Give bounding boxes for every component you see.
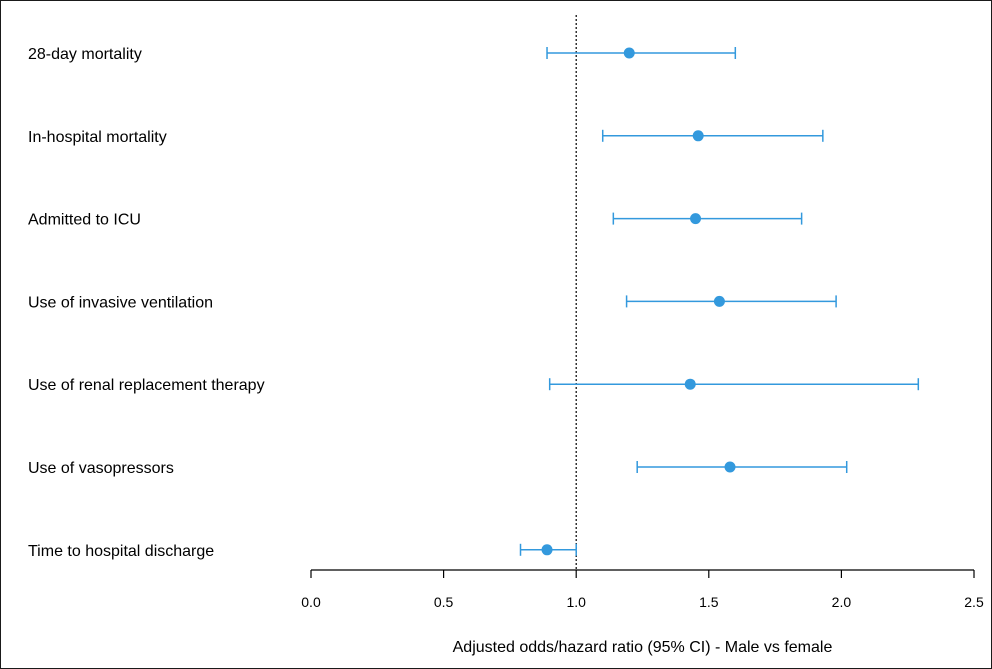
point-estimate (713, 295, 725, 307)
x-axis-title: Adjusted odds/hazard ratio (95% CI) - Ma… (453, 639, 833, 656)
point-estimate (541, 544, 553, 556)
point-estimate (690, 213, 702, 225)
row-label: Use of renal replacement therapy (28, 377, 265, 394)
ci-row (625, 295, 837, 308)
x-tick-label: 1.0 (566, 594, 586, 610)
x-tick-label: 0.5 (434, 594, 454, 610)
row-label: 28-day mortality (28, 46, 142, 63)
row-label: Use of invasive ventilation (28, 294, 213, 311)
point-estimate (692, 130, 704, 142)
x-tick-label: 2.0 (832, 594, 852, 610)
point-estimate (684, 378, 696, 390)
ci-row (612, 212, 803, 225)
x-tick-label: 2.5 (964, 594, 984, 610)
point-estimate (724, 461, 736, 473)
x-tick-label: 0.0 (301, 594, 321, 610)
x-tick-label: 1.5 (699, 594, 719, 610)
rows-layer: 28-day mortality In-hospital mortality Adm… (28, 46, 265, 560)
ci-row (519, 543, 577, 556)
row-label: Use of vasopressors (28, 460, 174, 477)
x-axis: 0.0 0.5 1.0 1.5 2.0 2.5 (301, 569, 984, 610)
row-label: In-hospital mortality (28, 129, 167, 146)
ci-row (548, 378, 920, 391)
row-label: Admitted to ICU (28, 212, 141, 229)
ci-row (546, 47, 737, 59)
row-label: Time to hospital discharge (28, 543, 214, 560)
ci-row (636, 461, 848, 473)
point-estimate (623, 47, 635, 59)
marks-layer (519, 47, 920, 556)
ci-row (601, 129, 824, 142)
